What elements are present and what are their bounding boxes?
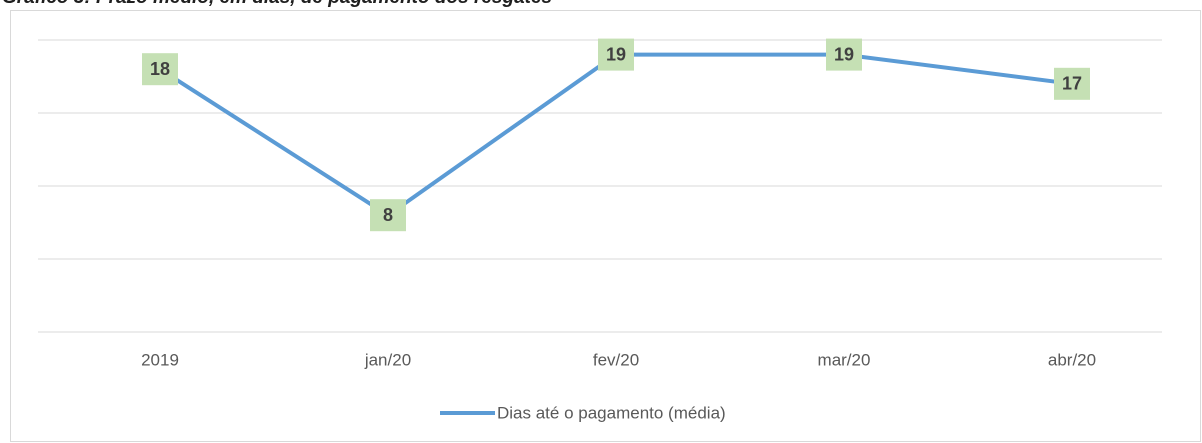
data-label-box xyxy=(370,199,406,232)
chart-frame xyxy=(10,10,1201,442)
data-label-box xyxy=(598,38,634,71)
data-label: 19 xyxy=(606,44,626,64)
data-label-box xyxy=(826,38,862,71)
chart-title: Gráfico 3: Prazo médio, em dias, de paga… xyxy=(2,0,552,8)
data-label: 18 xyxy=(150,59,170,79)
data-label: 8 xyxy=(383,205,393,225)
x-tick-label: fev/20 xyxy=(593,350,639,369)
x-tick-label: abr/20 xyxy=(1048,350,1096,369)
x-tick-label: mar/20 xyxy=(818,350,871,369)
x-tick-label: 2019 xyxy=(141,350,179,369)
legend-label: Dias até o pagamento (média) xyxy=(497,403,726,422)
data-label: 19 xyxy=(834,44,854,64)
x-tick-label: jan/20 xyxy=(364,350,411,369)
data-label: 17 xyxy=(1062,74,1082,94)
data-label-box xyxy=(142,53,178,86)
data-label-box xyxy=(1054,67,1090,100)
